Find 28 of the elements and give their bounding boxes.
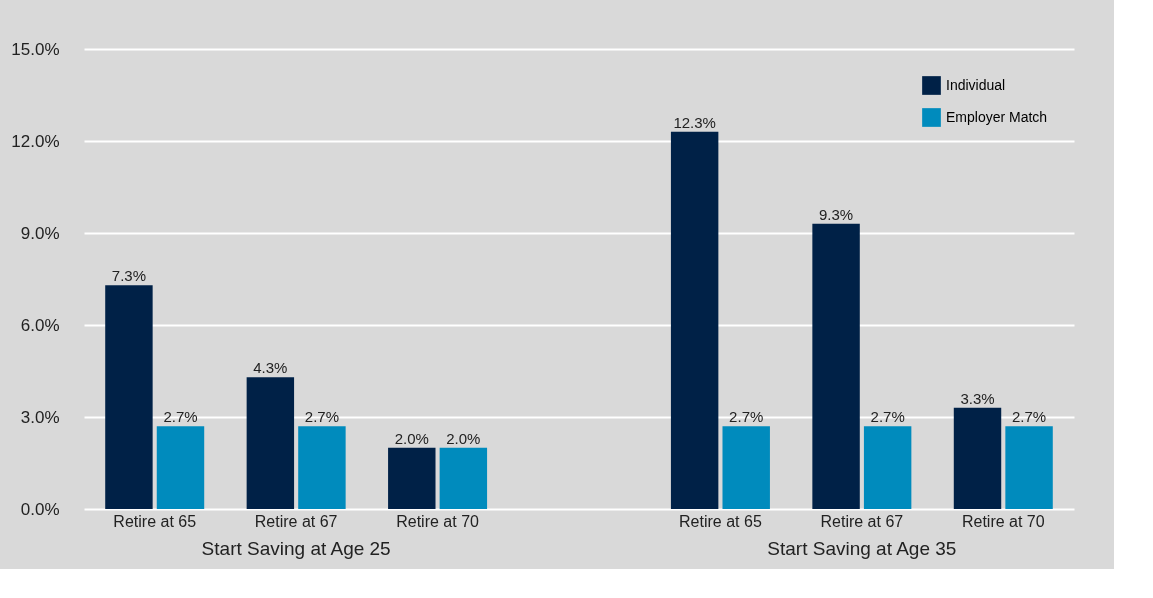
x-tick-label: Retire at 65 xyxy=(679,512,762,530)
data-label: 3.3% xyxy=(960,389,995,407)
y-tick-label: 9.0% xyxy=(20,223,60,243)
data-label: 4.3% xyxy=(253,359,288,377)
data-label: 12.3% xyxy=(673,113,716,131)
x-tick-label: Retire at 67 xyxy=(820,512,904,530)
x-tick-label: Retire at 70 xyxy=(961,512,1045,530)
x-tick-label: Retire at 67 xyxy=(254,512,338,530)
x-tick-label: Retire at 70 xyxy=(396,512,480,530)
data-label: 9.3% xyxy=(818,205,854,223)
y-tick-label: 12.0% xyxy=(11,131,60,151)
legend-label: Individual xyxy=(946,76,1006,93)
text: Start Saving at Age 25 xyxy=(201,538,391,559)
data-label: 2.0% xyxy=(446,429,481,447)
y-tick-label: 6.0% xyxy=(20,315,60,335)
data-label: 2.7% xyxy=(163,408,198,426)
data-label: 2.7% xyxy=(729,408,764,426)
x-tick-label: Retire at 65 xyxy=(113,512,197,530)
data-label: 2.7% xyxy=(870,408,905,426)
text: Start Saving at Age 35 xyxy=(767,538,957,559)
data-label: 2.0% xyxy=(394,429,429,447)
y-tick-label: 0.0% xyxy=(20,499,60,519)
y-tick-label: 3.0% xyxy=(20,407,60,427)
y-tick-label: 15.0% xyxy=(11,39,60,59)
legend-label: Employer Match xyxy=(946,108,1048,125)
data-label: 7.3% xyxy=(111,267,147,285)
data-label: 2.7% xyxy=(1011,408,1047,426)
data-label: 2.7% xyxy=(304,408,340,426)
